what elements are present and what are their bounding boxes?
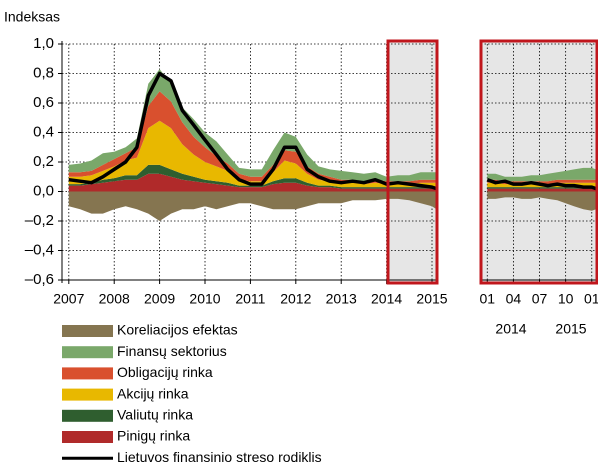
y-axis-label: Indeksas [4, 9, 60, 25]
legend-swatch [62, 367, 113, 380]
x-tick-label: 10 [558, 291, 574, 307]
x-group-label: 2014 [495, 321, 526, 337]
y-tick-label: 0,8 [33, 64, 54, 81]
x-tick-label: 2009 [144, 291, 175, 307]
y-tick-label: 0,0 [33, 182, 54, 199]
y-tick-label: 1,0 [33, 35, 54, 52]
highlight-box [386, 39, 439, 285]
x-tick-label: 2012 [280, 291, 311, 307]
grid [481, 43, 597, 281]
area [68, 173, 437, 192]
area [68, 120, 437, 188]
area [487, 188, 596, 192]
area [487, 187, 596, 189]
y-tick-label: –0,2 [25, 212, 54, 229]
x-tick-label: 04 [506, 291, 522, 307]
y-tick-label: 0,4 [33, 123, 54, 140]
legend-swatch [62, 346, 113, 359]
legend-label: Obligacijų rinka [117, 364, 213, 380]
area [68, 164, 437, 189]
area [68, 191, 437, 221]
legend-swatch [62, 325, 113, 337]
x-tick-label: 01 [479, 291, 495, 307]
area [487, 191, 596, 211]
legend-label: Lietuvos finansinio streso rodiklis [117, 449, 322, 465]
area [487, 167, 596, 182]
y-tick-label: 0,2 [33, 153, 54, 170]
zoom-box [479, 39, 598, 285]
axes: –0,6 –0,4 –0,2 0,0 0,2 0,4 0,6 0,8 1,0 2007 2008 20… [25, 35, 448, 307]
legend-label: Koreliacijos efektas [117, 322, 238, 338]
y-tick-label: –0,4 [25, 241, 54, 258]
x-tick-label: 2008 [99, 291, 130, 307]
legend-label: Valiutų rinka [117, 407, 193, 423]
y-tick-label: –0,6 [25, 271, 54, 288]
plot-area [486, 167, 597, 211]
x-tick-label: 2014 [371, 291, 402, 307]
x-tick-label: 01 [584, 291, 598, 307]
x-group-label: 2015 [555, 321, 586, 337]
x-tick-label: 2015 [416, 291, 447, 307]
legend-swatch [62, 409, 113, 422]
legend-label: Finansų sektorius [117, 343, 227, 359]
area [68, 91, 437, 185]
x-tick-label: 2011 [235, 291, 265, 307]
line [68, 71, 438, 191]
x-tick-label: 2007 [53, 291, 84, 307]
legend-swatch [62, 388, 113, 401]
legend-label: Pinigų rinka [117, 428, 190, 444]
x-tick-label: 2013 [326, 291, 357, 307]
zoom-bg [481, 41, 597, 283]
legend: Koreliacijos efektas Finansų sektorius Obl… [62, 322, 322, 465]
plot-area [68, 69, 438, 221]
x-tick-label: 2010 [189, 291, 220, 307]
legend-swatch [62, 431, 113, 443]
y-tick-label: 0,6 [33, 94, 54, 111]
line [486, 178, 597, 191]
legend-label: Akcijų rinka [117, 385, 189, 401]
x-tick-label: 07 [532, 291, 548, 307]
